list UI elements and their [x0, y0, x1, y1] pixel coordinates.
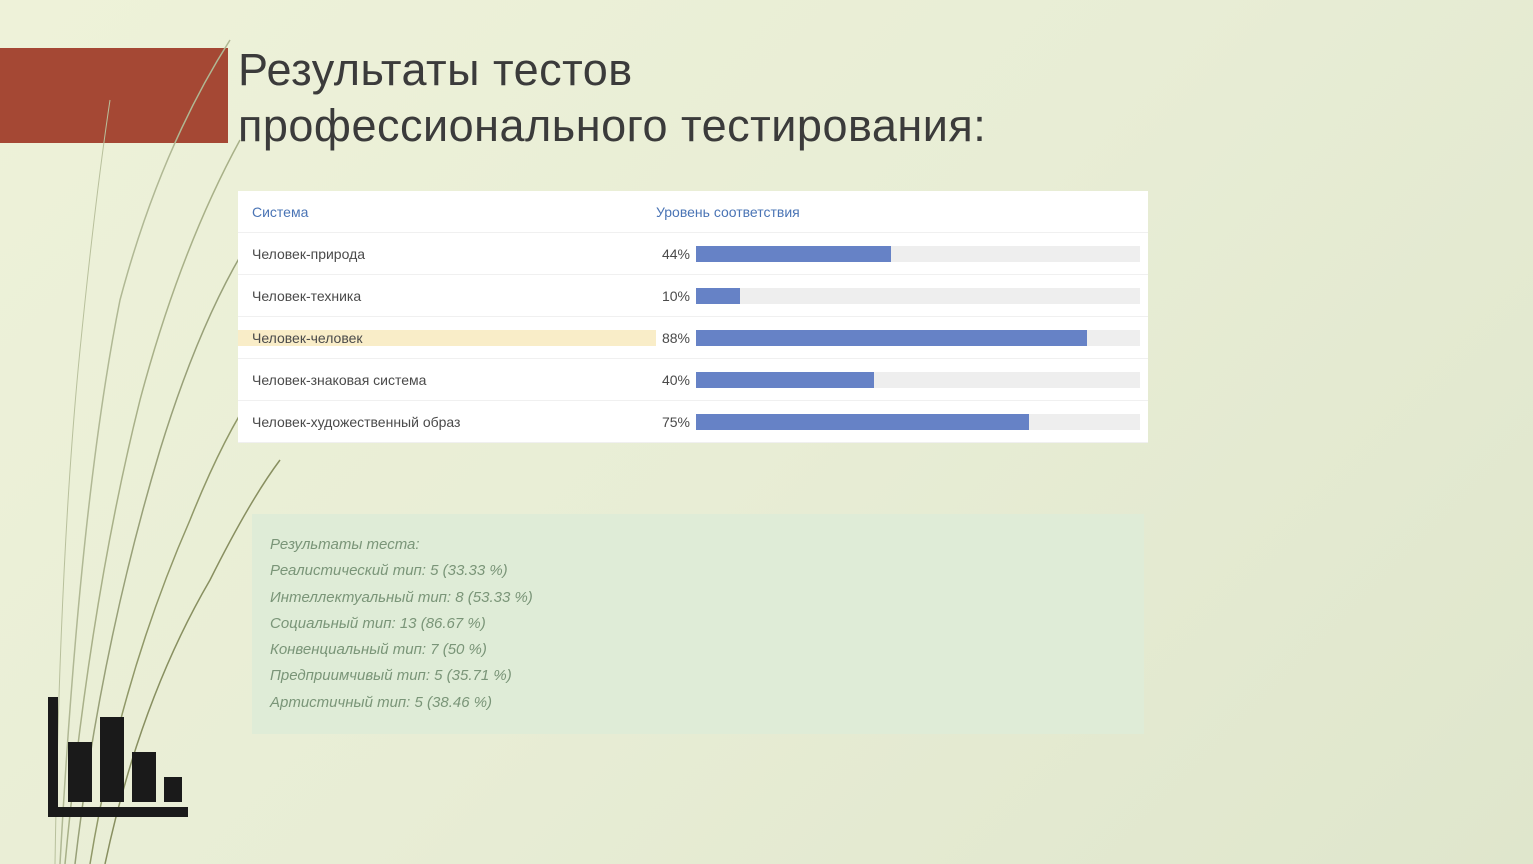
- accent-bar: [0, 48, 228, 143]
- bar-chart-icon: [48, 697, 188, 822]
- row-level: 44%: [656, 246, 1140, 262]
- results-line: Предприимчивый тип: 5 (35.71 %): [270, 663, 1126, 689]
- row-label: Человек-техника: [238, 288, 656, 304]
- row-pct: 10%: [656, 288, 696, 304]
- table-row: Человек-техника10%: [238, 275, 1148, 317]
- results-line: Интеллектуальный тип: 8 (53.33 %): [270, 585, 1126, 611]
- table-row: Человек-художественный образ75%: [238, 401, 1148, 443]
- row-label: Человек-человек: [238, 330, 656, 346]
- title-line-2: профессионального тестирования:: [238, 100, 986, 151]
- bar-track: [696, 372, 1140, 388]
- title-line-1: Результаты тестов: [238, 44, 633, 95]
- results-table: Система Уровень соответствия Человек-при…: [238, 191, 1148, 443]
- row-pct: 44%: [656, 246, 696, 262]
- bar-fill: [696, 372, 874, 388]
- row-level: 10%: [656, 288, 1140, 304]
- bar-fill: [696, 246, 891, 262]
- results-summary-box: Результаты теста: Реалистический тип: 5 …: [252, 514, 1144, 734]
- row-pct: 40%: [656, 372, 696, 388]
- row-level: 88%: [656, 330, 1140, 346]
- row-level: 40%: [656, 372, 1140, 388]
- row-label: Человек-природа: [238, 246, 656, 262]
- row-pct: 75%: [656, 414, 696, 430]
- page-title: Результаты тестов профессионального тест…: [238, 42, 986, 155]
- bar-track: [696, 288, 1140, 304]
- bar-fill: [696, 330, 1087, 346]
- bar-track: [696, 246, 1140, 262]
- header-level: Уровень соответствия: [656, 204, 1140, 220]
- row-pct: 88%: [656, 330, 696, 346]
- bar-track: [696, 414, 1140, 430]
- bar-track: [696, 330, 1140, 346]
- table-row: Человек-знаковая система40%: [238, 359, 1148, 401]
- row-label: Человек-художественный образ: [238, 414, 656, 430]
- results-line: Конвенциальный тип: 7 (50 %): [270, 637, 1126, 663]
- results-line: Артистичный тип: 5 (38.46 %): [270, 690, 1126, 716]
- table-header-row: Система Уровень соответствия: [238, 191, 1148, 233]
- header-system: Система: [238, 204, 656, 220]
- bar-fill: [696, 414, 1029, 430]
- table-row: Человек-природа44%: [238, 233, 1148, 275]
- row-level: 75%: [656, 414, 1140, 430]
- results-title: Результаты теста:: [270, 532, 1126, 558]
- row-label: Человек-знаковая система: [238, 372, 656, 388]
- bar-fill: [696, 288, 740, 304]
- table-row: Человек-человек88%: [238, 317, 1148, 359]
- results-line: Социальный тип: 13 (86.67 %): [270, 611, 1126, 637]
- results-line: Реалистический тип: 5 (33.33 %): [270, 558, 1126, 584]
